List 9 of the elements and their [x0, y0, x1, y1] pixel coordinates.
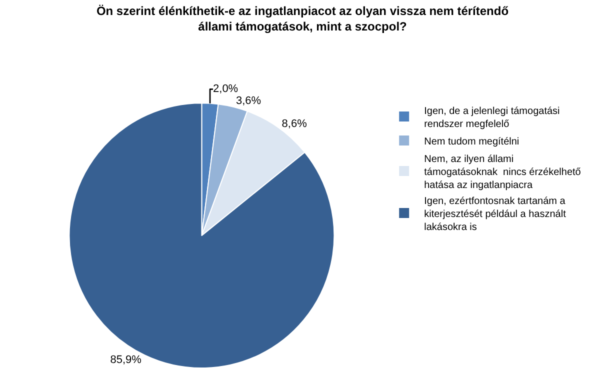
legend-label: Igen, ezértfontosnak tartanám a kiterjesztését például a használt lakásokra is — [424, 196, 566, 233]
data-label: 3,6% — [236, 95, 262, 108]
legend-label: Nem tudom megítélni — [424, 136, 520, 148]
data-label: 8,6% — [282, 118, 308, 130]
data-label: 85,9% — [110, 354, 142, 366]
legend-label: Igen, de a jelenlegi támogatási rendszer megfelelő — [424, 106, 560, 130]
legend-label: Nem, az ilyen állami támogatásoknak nincs érzékelhető hatása az ingatlanpiacra — [424, 154, 582, 191]
data-label: 2,0% — [213, 83, 238, 96]
chart-title: Ön szerint élénkíthetik-e az ingatlanpiacot az olyan vissza nem térítendő állami támogatások, mint a szocpol? — [96, 4, 509, 34]
